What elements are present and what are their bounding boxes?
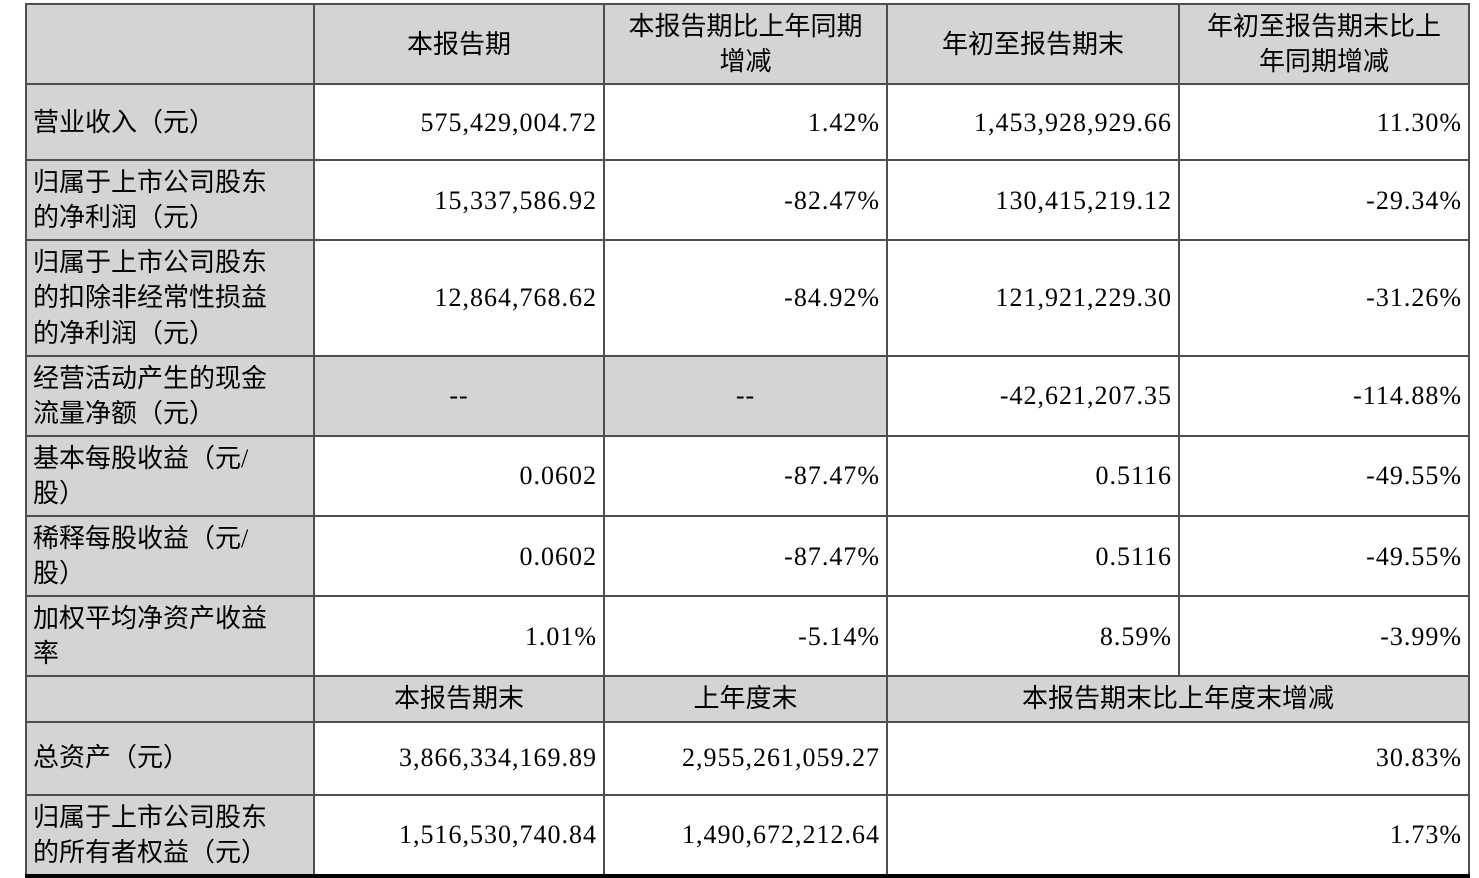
value-ytd-yoy-change: -49.55% <box>1178 434 1470 518</box>
table-row-operating-cash-flow: 经营活动产生的现金 流量净额（元） -- -- -42,621,207.35 -… <box>25 354 1470 437</box>
balance-header-corner-cell <box>25 675 315 723</box>
value-current-period-end: 1,516,530,740.84 <box>313 793 605 877</box>
value-yoy-change: -87.47% <box>603 434 888 518</box>
table-row-net-profit-excl-nonrecurring: 归属于上市公司股东 的扣除非经常性损益 的净利润（元） 12,864,768.6… <box>25 239 1470 357</box>
value-current-period: 0.0602 <box>313 515 605 598</box>
table-row-basic-eps: 基本每股收益（元/ 股） 0.0602 -87.47% 0.5116 -49.5… <box>25 434 1470 518</box>
value-current-period: 575,429,004.72 <box>313 83 605 162</box>
value-ytd: 0.5116 <box>886 515 1180 598</box>
period-header-corner-cell <box>25 2 315 86</box>
value-ytd: 0.5116 <box>886 434 1180 518</box>
value-ytd: 8.59% <box>886 595 1180 678</box>
table-row-owners-equity: 归属于上市公司股东 的所有者权益（元） 1,516,530,740.84 1,4… <box>25 793 1470 877</box>
value-yoy-change: 1.42% <box>603 83 888 162</box>
table-row-total-assets: 总资产（元） 3,866,334,169.89 2,955,261,059.27… <box>25 720 1470 796</box>
financial-summary-table: 本报告期 本报告期比上年同期 增减 年初至报告期末 年初至报告期末比上 年同期增… <box>25 2 1470 878</box>
value-current-period-na: -- <box>313 354 605 437</box>
value-current-period-end: 3,866,334,169.89 <box>313 720 605 796</box>
period-header-ytd-yoy: 年初至报告期末比上 年同期增减 <box>1178 2 1470 86</box>
value-change: 30.83% <box>886 720 1470 796</box>
period-header-yoy: 本报告期比上年同期 增减 <box>603 2 888 86</box>
metric-label: 营业收入（元） <box>25 83 315 162</box>
period-header-current: 本报告期 <box>313 2 605 86</box>
metric-label: 稀释每股收益（元/ 股） <box>25 515 315 598</box>
balance-header-current-period-end: 本报告期末 <box>313 675 605 723</box>
value-current-period: 1.01% <box>313 595 605 678</box>
value-current-period: 0.0602 <box>313 434 605 518</box>
value-yoy-change: -5.14% <box>603 595 888 678</box>
value-current-period: 12,864,768.62 <box>313 239 605 357</box>
metric-label: 加权平均净资产收益 率 <box>25 595 315 678</box>
balance-header-change: 本报告期末比上年度末增减 <box>886 675 1470 723</box>
value-ytd-yoy-change: 11.30% <box>1178 83 1470 162</box>
value-prior-year-end: 2,955,261,059.27 <box>603 720 888 796</box>
value-yoy-change-na: -- <box>603 354 888 437</box>
value-ytd-yoy-change: -49.55% <box>1178 515 1470 598</box>
period-header-ytd: 年初至报告期末 <box>886 2 1180 86</box>
metric-label: 归属于上市公司股东 的所有者权益（元） <box>25 793 315 877</box>
value-ytd: 1,453,928,929.66 <box>886 83 1180 162</box>
table-row-weighted-avg-roe: 加权平均净资产收益 率 1.01% -5.14% 8.59% -3.99% <box>25 595 1470 678</box>
value-current-period: 15,337,586.92 <box>313 159 605 242</box>
value-ytd-yoy-change: -29.34% <box>1178 159 1470 242</box>
table-row-diluted-eps: 稀释每股收益（元/ 股） 0.0602 -87.47% 0.5116 -49.5… <box>25 515 1470 598</box>
value-yoy-change: -87.47% <box>603 515 888 598</box>
balance-header-row: 本报告期末 上年度末 本报告期末比上年度末增减 <box>25 675 1470 723</box>
table-row-revenue: 营业收入（元） 575,429,004.72 1.42% 1,453,928,9… <box>25 83 1470 162</box>
table-row-net-profit: 归属于上市公司股东 的净利润（元） 15,337,586.92 -82.47% … <box>25 159 1470 242</box>
metric-label: 总资产（元） <box>25 720 315 796</box>
value-ytd: 130,415,219.12 <box>886 159 1180 242</box>
value-yoy-change: -84.92% <box>603 239 888 357</box>
value-yoy-change: -82.47% <box>603 159 888 242</box>
value-ytd: -42,621,207.35 <box>886 354 1180 437</box>
value-ytd: 121,921,229.30 <box>886 239 1180 357</box>
metric-label: 归属于上市公司股东 的扣除非经常性损益 的净利润（元） <box>25 239 315 357</box>
value-change: 1.73% <box>886 793 1470 877</box>
value-ytd-yoy-change: -31.26% <box>1178 239 1470 357</box>
period-header-row: 本报告期 本报告期比上年同期 增减 年初至报告期末 年初至报告期末比上 年同期增… <box>25 2 1470 86</box>
metric-label: 归属于上市公司股东 的净利润（元） <box>25 159 315 242</box>
balance-header-prior-year-end: 上年度末 <box>603 675 888 723</box>
value-prior-year-end: 1,490,672,212.64 <box>603 793 888 877</box>
value-ytd-yoy-change: -114.88% <box>1178 354 1470 437</box>
value-ytd-yoy-change: -3.99% <box>1178 595 1470 678</box>
metric-label: 经营活动产生的现金 流量净额（元） <box>25 354 315 437</box>
metric-label: 基本每股收益（元/ 股） <box>25 434 315 518</box>
